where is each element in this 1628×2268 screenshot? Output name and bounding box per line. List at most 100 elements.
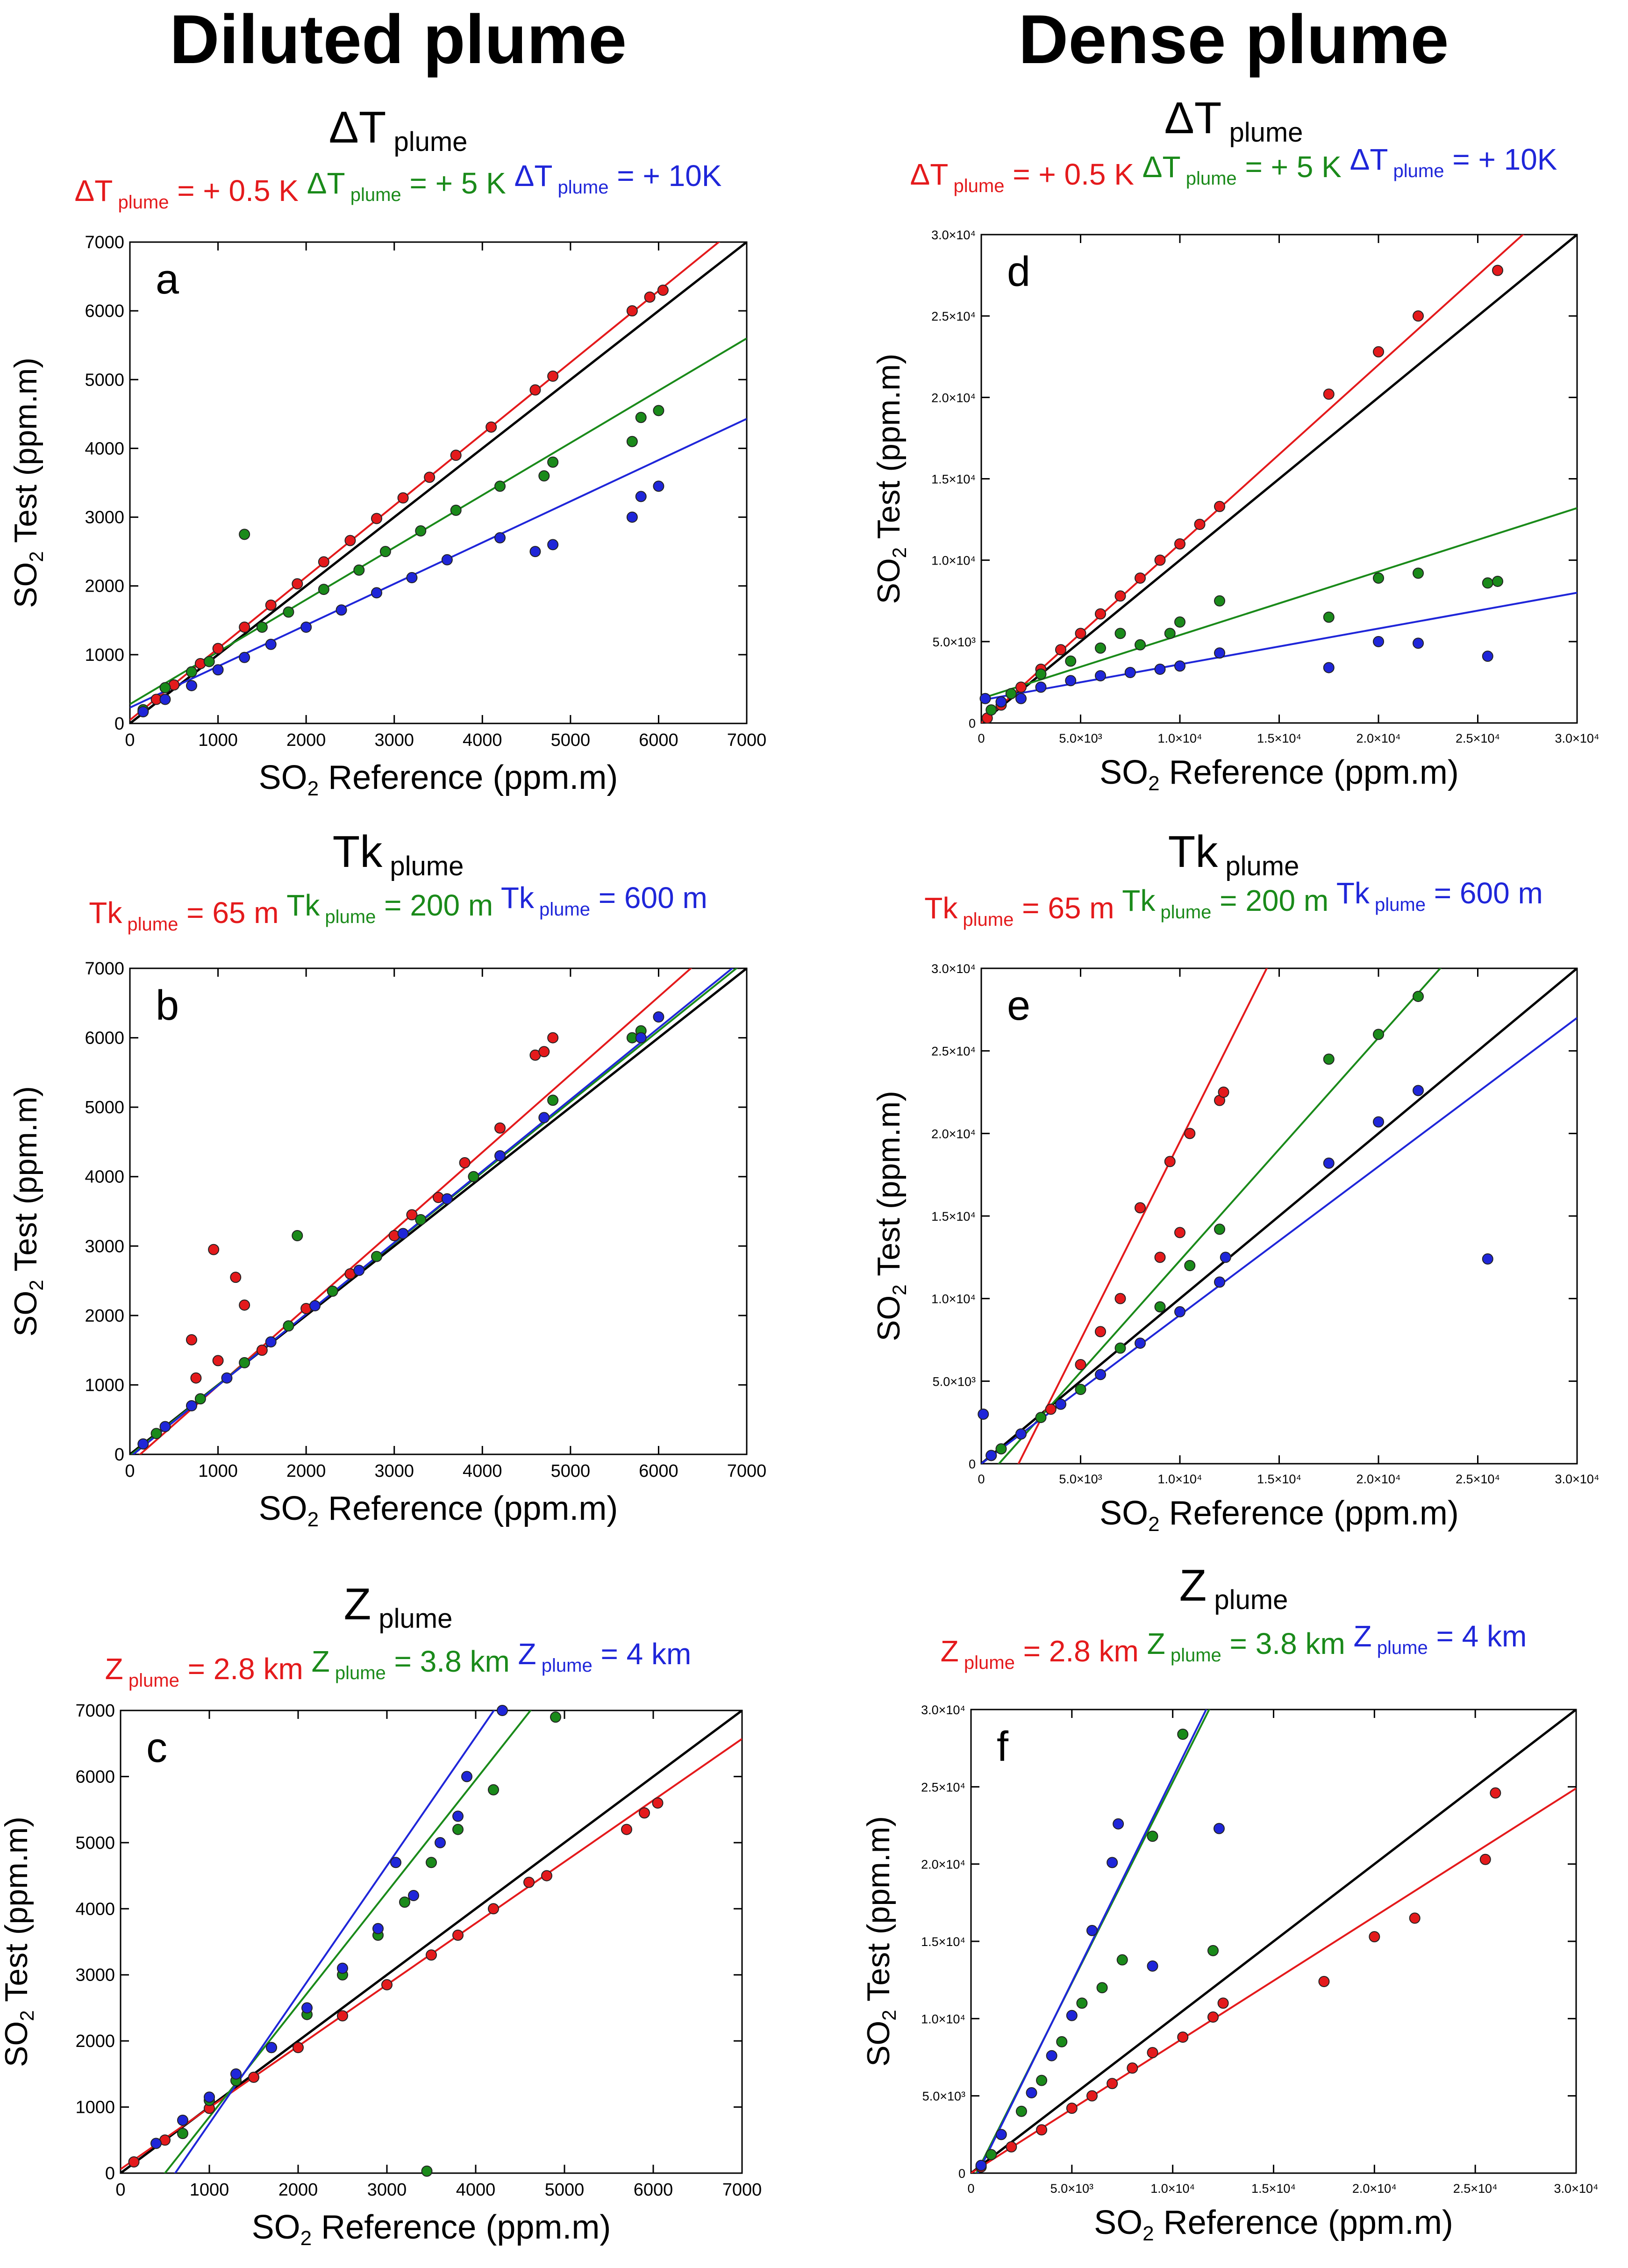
point-red — [337, 2010, 348, 2022]
fit-line-green — [998, 968, 1442, 1464]
point-blue — [653, 1011, 664, 1023]
x-tick-label: 2.5×10⁴ — [1453, 2182, 1498, 2196]
point-red — [424, 472, 436, 483]
point-red — [1207, 2011, 1219, 2023]
point-green — [1214, 595, 1225, 607]
point-red — [1114, 1293, 1126, 1304]
point-green — [1214, 1223, 1225, 1235]
y-tick-label: 2000 — [75, 2032, 115, 2051]
point-red — [1154, 1252, 1166, 1263]
point-green — [488, 1784, 499, 1796]
point-red — [547, 370, 559, 382]
point-green — [1035, 1412, 1047, 1424]
y-tick-label: 0 — [958, 2167, 965, 2181]
x-tick-label: 1.5×10⁴ — [1257, 731, 1301, 745]
point-red — [1066, 2103, 1078, 2114]
x-tick-label: 2000 — [286, 1461, 326, 1481]
point-blue — [1135, 1338, 1146, 1349]
point-red — [1413, 310, 1424, 322]
x-tick-label: 3000 — [374, 1461, 414, 1481]
panel-title-d: ΔT plume — [1164, 93, 1303, 148]
y-tick-label: 0 — [969, 716, 976, 730]
panel-letter-d: d — [1007, 249, 1030, 295]
point-red — [639, 1807, 650, 1819]
y-tick-label: 0 — [969, 1457, 976, 1471]
point-blue — [441, 1193, 453, 1205]
point-blue — [975, 2160, 987, 2171]
point-green — [283, 606, 294, 618]
point-blue — [406, 572, 418, 584]
point-red — [1492, 265, 1503, 276]
x-tick-label: 2.0×10⁴ — [1352, 2182, 1397, 2196]
point-blue — [390, 1857, 401, 1868]
point-red — [292, 578, 303, 590]
y-tick-label: 0 — [114, 714, 124, 734]
point-blue — [1482, 651, 1493, 662]
point-green — [239, 529, 250, 540]
one-to-one-line — [971, 1710, 1576, 2173]
point-blue — [137, 1438, 149, 1450]
point-red — [541, 1870, 552, 1882]
x-tick-label: 0 — [125, 1461, 135, 1481]
point-red — [406, 1209, 418, 1221]
point-red — [486, 421, 497, 433]
y-axis-label: SO2 Test (ppm.m) — [0, 1817, 38, 2067]
x-tick-label: 2.0×10⁴ — [1357, 731, 1401, 745]
y-tick-label: 1.5×10⁴ — [931, 472, 976, 487]
point-green — [186, 666, 197, 678]
point-red — [1323, 388, 1335, 400]
one-to-one-line — [121, 1710, 742, 2173]
point-green — [635, 412, 647, 423]
point-red — [452, 1929, 464, 1941]
point-red — [1055, 644, 1066, 656]
x-axis-label: SO2 Reference (ppm.m) — [259, 1490, 618, 1531]
point-green — [538, 470, 550, 482]
point-blue — [1373, 1116, 1384, 1128]
x-tick-label: 1000 — [198, 730, 238, 750]
point-green — [194, 1393, 206, 1405]
y-axis-label: SO2 Test (ppm.m) — [8, 1086, 47, 1337]
point-green — [1373, 572, 1384, 584]
point-blue — [1413, 1085, 1424, 1096]
point-red — [1174, 538, 1185, 550]
point-red — [1174, 1227, 1185, 1238]
point-blue — [1107, 1857, 1118, 1868]
point-blue — [137, 706, 149, 717]
panel-legend-a: ΔT plume = + 0.5 K ΔT plume = + 5 K ΔT p… — [75, 159, 722, 213]
point-green — [1095, 642, 1106, 654]
point-blue — [1174, 1306, 1185, 1317]
y-tick-label: 3000 — [85, 1237, 124, 1256]
point-green — [292, 1230, 303, 1241]
point-red — [1490, 1787, 1501, 1799]
point-red — [1147, 2047, 1158, 2059]
point-blue — [265, 1336, 277, 1348]
x-tick-label: 4000 — [463, 1461, 502, 1481]
point-blue — [1220, 1252, 1231, 1263]
x-tick-label: 5.0×10³ — [1050, 2182, 1093, 2196]
point-green — [1323, 1053, 1335, 1065]
point-blue — [300, 622, 312, 633]
x-tick-label: 0 — [125, 730, 135, 750]
point-red — [1479, 1853, 1491, 1865]
point-red — [1194, 519, 1206, 530]
point-blue — [995, 696, 1007, 708]
point-red — [459, 1157, 471, 1168]
x-tick-label: 3000 — [374, 730, 414, 750]
y-tick-label: 0 — [114, 1445, 124, 1465]
point-green — [1015, 2105, 1027, 2117]
y-tick-label: 1.0×10⁴ — [931, 1292, 976, 1306]
x-axis-label: SO2 Reference (ppm.m) — [1100, 754, 1459, 795]
y-tick-label: 7000 — [75, 1701, 115, 1721]
point-red — [239, 1299, 250, 1311]
fit-line-green — [164, 1710, 532, 2173]
point-green — [1114, 1342, 1126, 1354]
one-to-one-line — [981, 968, 1577, 1464]
y-tick-label: 2.0×10⁴ — [921, 1858, 965, 1872]
x-tick-label: 0 — [967, 2182, 974, 2196]
panel-letter-a: a — [156, 256, 179, 303]
y-tick-label: 1.5×10⁴ — [921, 1935, 965, 1949]
one-to-one-line — [981, 235, 1577, 723]
x-tick-label: 2.0×10⁴ — [1357, 1472, 1401, 1486]
